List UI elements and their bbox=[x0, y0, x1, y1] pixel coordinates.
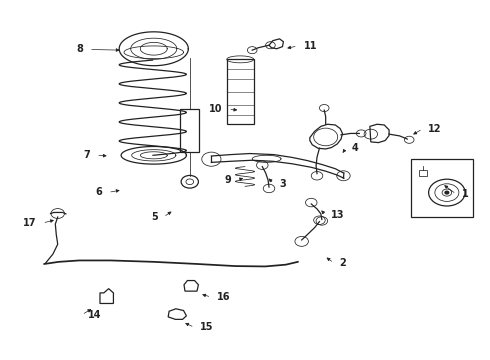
Text: 10: 10 bbox=[209, 104, 222, 114]
Text: 3: 3 bbox=[280, 179, 286, 189]
Circle shape bbox=[445, 191, 449, 194]
Text: 4: 4 bbox=[352, 143, 358, 153]
Text: 11: 11 bbox=[304, 41, 317, 51]
Text: 15: 15 bbox=[200, 323, 214, 333]
Text: 1: 1 bbox=[462, 189, 469, 199]
Text: 5: 5 bbox=[151, 212, 158, 222]
Text: 8: 8 bbox=[76, 45, 83, 54]
Text: 14: 14 bbox=[88, 310, 101, 320]
Text: 16: 16 bbox=[217, 292, 231, 302]
Text: 12: 12 bbox=[428, 124, 442, 134]
Bar bbox=[411, 159, 473, 217]
Text: 17: 17 bbox=[23, 218, 37, 228]
Text: 7: 7 bbox=[84, 150, 90, 160]
Text: 2: 2 bbox=[340, 258, 346, 268]
Text: 13: 13 bbox=[331, 210, 345, 220]
Text: 9: 9 bbox=[224, 175, 231, 185]
Text: 6: 6 bbox=[96, 187, 102, 197]
